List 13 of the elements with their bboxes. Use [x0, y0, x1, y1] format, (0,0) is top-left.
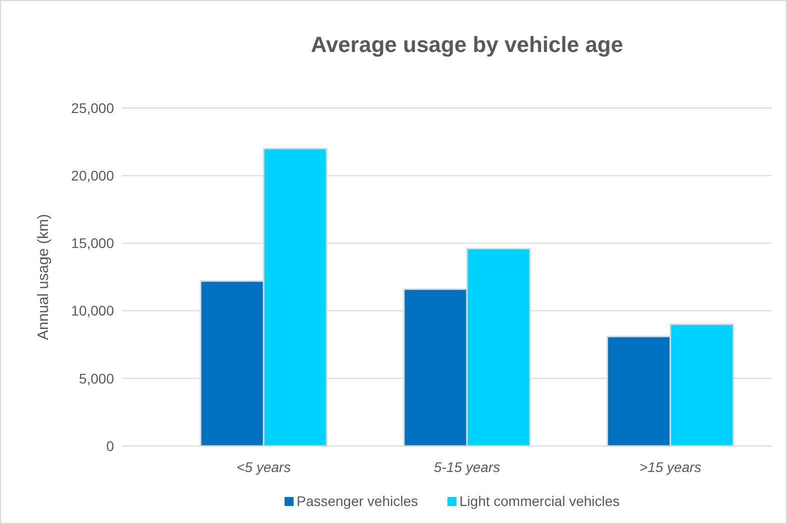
legend-label: Passenger vehicles	[296, 493, 418, 509]
x-tick-label: >15 years	[639, 459, 702, 475]
y-tick-label: 25,000	[71, 100, 114, 116]
legend-label: Light commercial vehicles	[459, 493, 620, 509]
x-tick-label: 5-15 years	[434, 459, 500, 475]
y-tick-label: 20,000	[71, 168, 114, 184]
y-tick-label: 5,000	[78, 370, 114, 386]
y-axis-title: Annual usage (km)	[35, 214, 52, 340]
x-tick-label: <5 years	[236, 459, 291, 475]
y-tick-label: 0	[106, 438, 114, 454]
y-tick-label: 15,000	[71, 235, 114, 252]
y-tick-label: 10,000	[71, 302, 114, 319]
chart-title: Average usage by vehicle age	[310, 32, 624, 57]
